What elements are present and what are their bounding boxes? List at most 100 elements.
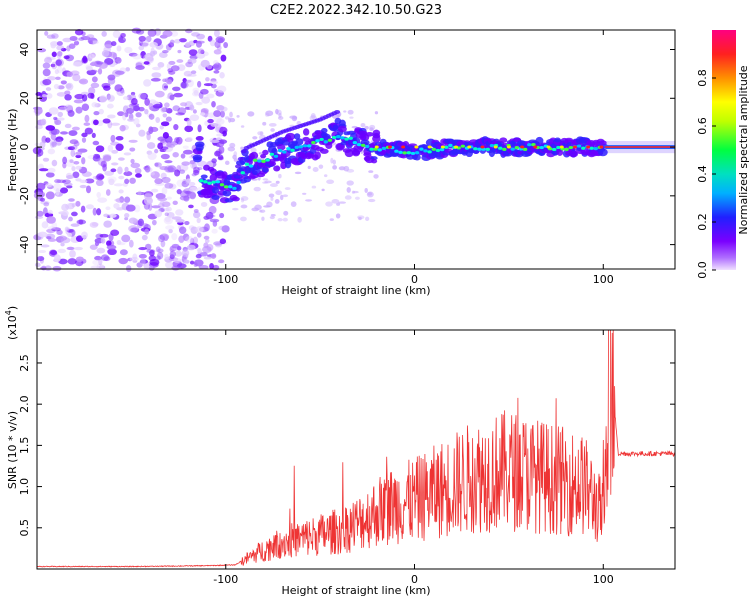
noise-blob (329, 218, 334, 221)
track-core (522, 147, 528, 151)
noise-blob (43, 202, 50, 207)
noise-blob (351, 190, 356, 194)
noise-blob (302, 192, 307, 195)
noise-blob (89, 62, 97, 67)
noise-blob (44, 265, 52, 271)
noise-blob (46, 216, 56, 224)
track-core (539, 145, 544, 150)
noise-blob (182, 233, 190, 241)
noise-blob (189, 186, 198, 192)
noise-blob (120, 32, 126, 38)
track-envelope (268, 161, 277, 167)
noise-blob (169, 39, 175, 45)
noise-blob (283, 210, 289, 216)
noise-blob (349, 116, 354, 119)
noise-blob (42, 62, 51, 69)
noise-blob (166, 196, 172, 200)
noise-blob (154, 162, 159, 167)
track-hotspot (572, 145, 577, 149)
noise-blob (224, 116, 230, 120)
noise-blob (172, 86, 181, 92)
noise-blob (45, 172, 55, 178)
noise-blob (106, 244, 117, 250)
noise-blob (211, 228, 218, 234)
noise-blob (148, 113, 155, 120)
noise-blob (89, 221, 99, 228)
noise-blob (144, 167, 153, 173)
track-envelope (287, 138, 294, 143)
noise-blob (177, 107, 187, 115)
snr-y-tick-label: 2.5 (18, 354, 31, 372)
noise-blob (142, 223, 149, 229)
noise-blob (96, 191, 101, 199)
track-core (377, 148, 382, 152)
noise-blob (101, 31, 107, 37)
noise-blob (160, 240, 166, 248)
noise-blob (369, 124, 376, 130)
noise-blob (46, 236, 52, 240)
noise-blob (192, 87, 200, 94)
track-hotspot (599, 145, 604, 149)
noise-blob (55, 188, 60, 196)
noise-blob (175, 209, 184, 216)
noise-blob (192, 109, 197, 114)
noise-blob (193, 166, 200, 174)
noise-blob (185, 61, 193, 68)
noise-blob (167, 165, 177, 173)
noise-blob (331, 199, 340, 204)
noise-blob (352, 190, 359, 194)
track-hotspot (427, 145, 432, 149)
noise-blob (47, 209, 53, 215)
spectrogram-y-tick-label: -40 (18, 236, 31, 254)
noise-blob (374, 111, 379, 115)
snr-x-tick-label: -100 (213, 573, 238, 586)
track-core (510, 147, 515, 151)
noise-blob (146, 132, 151, 141)
noise-blob (159, 200, 166, 205)
noise-blob (189, 260, 195, 265)
spectrogram-y-ticks: -40 -20 0 20 40 (18, 43, 675, 254)
noise-blob (80, 35, 91, 41)
track-core (219, 183, 225, 187)
noise-blob (62, 37, 72, 43)
track-envelope (262, 149, 269, 156)
noise-blob (110, 229, 120, 236)
noise-blob (81, 103, 90, 111)
track-core (431, 147, 436, 151)
noise-blob (106, 240, 112, 247)
noise-blob (124, 166, 129, 173)
noise-blob (104, 170, 114, 176)
noise-blob (109, 213, 117, 218)
noise-blob (173, 257, 182, 263)
track-envelope (365, 132, 374, 137)
noise-blob (221, 225, 230, 233)
spectrogram-x-ticks: -100 0 100 (213, 30, 614, 286)
noise-blob (163, 85, 169, 89)
noise-blob (45, 137, 51, 143)
noise-blob (344, 195, 352, 200)
noise-blob (70, 223, 80, 227)
noise-blob (209, 39, 216, 47)
noise-blob (109, 51, 117, 58)
noise-blob (57, 111, 64, 118)
track-core (419, 147, 424, 151)
noise-blob (94, 241, 100, 247)
noise-blob (156, 255, 161, 261)
noise-blob (45, 55, 51, 63)
noise-blob (191, 173, 197, 177)
noise-blob (323, 174, 328, 178)
noise-blob (40, 200, 50, 205)
noise-blob (91, 40, 99, 45)
noise-blob (114, 57, 122, 64)
track-envelope (564, 137, 574, 142)
noise-blob (117, 111, 125, 117)
noise-blob (182, 145, 189, 149)
track-core (568, 145, 574, 150)
noise-blob (240, 196, 249, 201)
noise-blob (193, 169, 200, 176)
track-hotspot (506, 145, 511, 149)
noise-blob (57, 65, 63, 74)
noise-blob (216, 118, 225, 125)
noise-blob (98, 257, 103, 266)
noise-blob (360, 122, 366, 128)
